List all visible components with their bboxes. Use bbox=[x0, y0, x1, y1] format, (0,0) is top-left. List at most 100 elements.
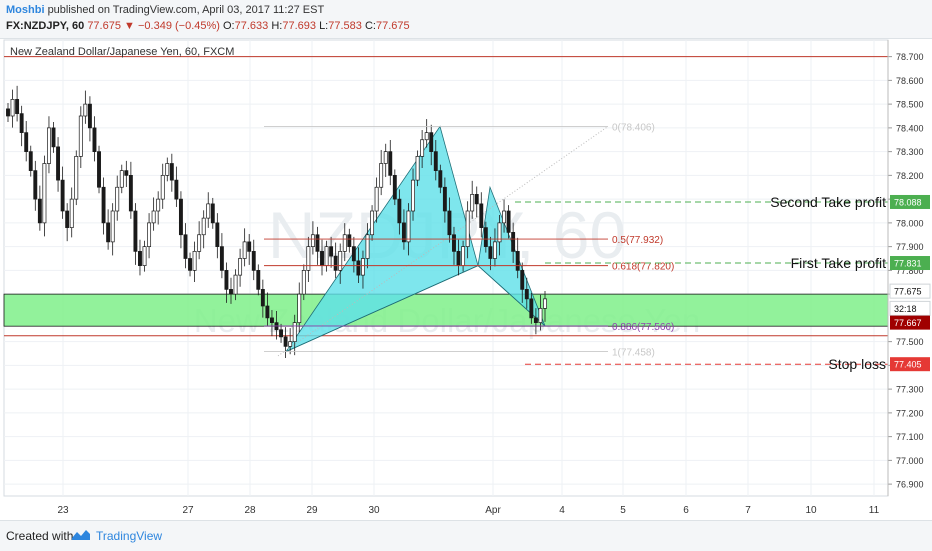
price-tick-label: 77.500 bbox=[896, 337, 924, 347]
fib-trendline bbox=[277, 126, 609, 357]
annotation-label: Second Take profit bbox=[770, 194, 886, 210]
price-tick-label: 77.300 bbox=[896, 385, 924, 395]
candle-body bbox=[65, 210, 70, 228]
candle-body bbox=[320, 251, 324, 266]
candle-body bbox=[497, 222, 502, 243]
price-badge-label: 77.675 bbox=[894, 287, 922, 297]
candle-body bbox=[33, 170, 38, 200]
created-with-label: Created with bbox=[6, 529, 74, 543]
candle-body bbox=[97, 151, 101, 188]
candle-body bbox=[247, 241, 252, 252]
candle-body bbox=[442, 186, 447, 212]
time-axis[interactable]: 23 27 28 29 30 Apr 4 5 6 7 10 11 bbox=[57, 505, 879, 516]
candle-body bbox=[133, 210, 138, 252]
candle-body bbox=[265, 305, 270, 319]
candle-body bbox=[128, 175, 133, 212]
candle-body bbox=[51, 127, 56, 148]
candle-body bbox=[342, 234, 347, 252]
open-value: 77.633 bbox=[234, 20, 269, 32]
candle-body bbox=[288, 341, 293, 347]
candle-body bbox=[256, 270, 261, 290]
candle-body bbox=[502, 210, 506, 224]
candle-body bbox=[429, 132, 434, 152]
annotation-label: Stop loss bbox=[828, 356, 886, 372]
chart-header: Moshbi published on TradingView.com, Apr… bbox=[0, 0, 932, 39]
candle-body bbox=[147, 222, 152, 247]
candle-body bbox=[215, 222, 220, 247]
price-tick-label: 76.900 bbox=[896, 480, 924, 490]
tradingview-brand[interactable]: TradingView bbox=[96, 529, 163, 543]
candle-body bbox=[465, 210, 470, 247]
candle-body bbox=[374, 186, 379, 212]
candle-body bbox=[24, 132, 29, 152]
candle-body bbox=[424, 132, 429, 141]
candle-body bbox=[28, 151, 33, 171]
candle-body bbox=[370, 210, 375, 236]
candle-body bbox=[183, 234, 188, 259]
time-tick-label: 30 bbox=[368, 505, 380, 516]
price-badge bbox=[889, 283, 931, 299]
candle-body bbox=[447, 210, 452, 236]
price-axis[interactable]: 78.70078.60078.50078.40078.30078.20078.1… bbox=[887, 40, 931, 496]
candle-body bbox=[165, 163, 170, 176]
candle-body bbox=[69, 198, 74, 228]
footer: Created with TradingView bbox=[0, 520, 932, 551]
candle-body bbox=[529, 298, 534, 319]
candle-body bbox=[210, 203, 215, 224]
candle-body bbox=[406, 210, 411, 243]
candle-body bbox=[483, 227, 488, 247]
price-tick-label: 77.800 bbox=[896, 266, 924, 276]
candle-body bbox=[379, 163, 384, 188]
candle-body bbox=[470, 194, 475, 212]
candle-body bbox=[388, 151, 393, 176]
annotation-label: First Take profit bbox=[791, 255, 887, 271]
candle-body bbox=[297, 293, 302, 323]
candle-body bbox=[452, 234, 456, 252]
candle-body bbox=[515, 251, 520, 271]
candle-body bbox=[19, 113, 24, 133]
price-tick-label: 77.100 bbox=[896, 432, 924, 442]
candle-body bbox=[115, 186, 120, 212]
chart-area[interactable]: NZDJPY, 60New Zealand Dollar/Japanese Ye… bbox=[0, 38, 932, 520]
candle-body bbox=[242, 241, 247, 259]
candle-body bbox=[310, 234, 315, 247]
price-badge bbox=[890, 256, 930, 271]
fib-label: 0.886(77.566) bbox=[612, 322, 674, 333]
candle-body bbox=[201, 217, 206, 236]
candle-body bbox=[92, 127, 97, 152]
chart-title: New Zealand Dollar/Japanese Yen, 60, FXC… bbox=[10, 46, 234, 58]
price-tick-label: 77.200 bbox=[896, 408, 924, 418]
candle-body bbox=[338, 251, 343, 271]
time-tick-label: 5 bbox=[620, 505, 626, 516]
candle-body bbox=[101, 186, 106, 224]
ohlc-readout: FX:NZDJPY, 60 77.675 ▼ −0.349 (−0.45%) O… bbox=[6, 20, 410, 32]
candle-body bbox=[269, 317, 274, 323]
price-change: −0.349 (−0.45%) bbox=[137, 20, 220, 32]
candle-body bbox=[438, 170, 443, 188]
time-tick-label: 7 bbox=[745, 505, 751, 516]
candles bbox=[6, 85, 547, 359]
high-label: H: bbox=[271, 20, 283, 32]
price-badge-label: 78.088 bbox=[894, 197, 922, 207]
time-tick-label: 11 bbox=[869, 505, 880, 516]
publish-info: Moshbi published on TradingView.com, Apr… bbox=[6, 4, 324, 16]
candle-body bbox=[188, 258, 192, 271]
candle-body bbox=[411, 179, 415, 212]
candle-body bbox=[365, 234, 370, 259]
candle-body bbox=[156, 198, 161, 212]
price-chart[interactable]: NZDJPY, 60New Zealand Dollar/Japanese Ye… bbox=[0, 38, 932, 520]
time-tick-label: Apr bbox=[485, 505, 501, 516]
candle-body bbox=[124, 170, 129, 176]
fib-label: 1(77.458) bbox=[612, 348, 655, 359]
candle-body bbox=[524, 289, 529, 300]
candle-body bbox=[251, 251, 256, 271]
author-name[interactable]: Moshbi bbox=[6, 4, 45, 16]
candle-body bbox=[15, 99, 20, 114]
candle-body bbox=[520, 270, 525, 290]
price-badge bbox=[890, 315, 930, 330]
candle-body bbox=[347, 234, 352, 247]
time-tick-label: 23 bbox=[57, 505, 69, 516]
symbol-label: FX:NZDJPY, 60 bbox=[6, 20, 85, 32]
candle-body bbox=[219, 246, 224, 271]
horizontal-lines bbox=[4, 56, 888, 337]
